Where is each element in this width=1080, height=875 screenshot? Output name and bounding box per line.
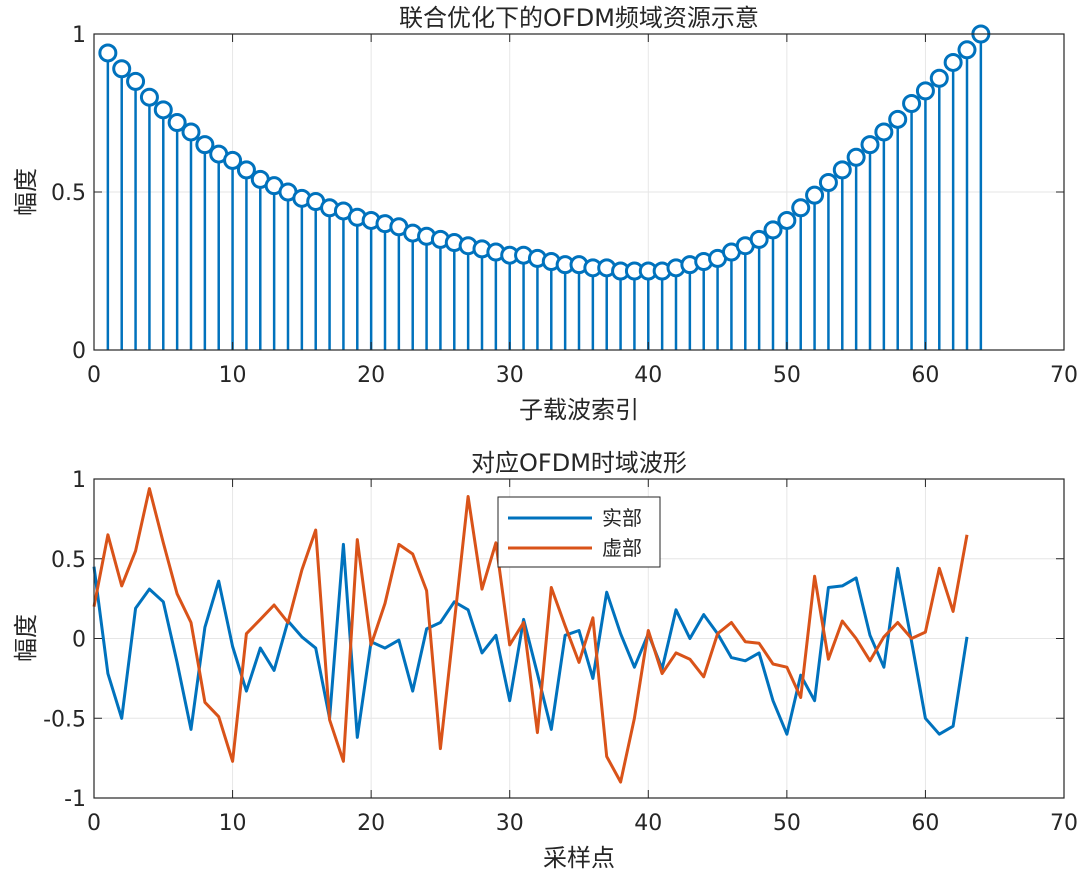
top-x-tick-label: 10 [219, 363, 247, 388]
bottom-y-ticks: -1 -0.5 0 0.5 1 [43, 468, 1064, 812]
bottom-x-tick-label: 70 [1050, 811, 1078, 836]
top-x-tick-label: 20 [357, 363, 385, 388]
stem-marker [139, 87, 159, 107]
bottom-x-tick-label: 40 [634, 811, 662, 836]
bottom-x-tick-label: 30 [496, 811, 524, 836]
bottom-axes: 0 10 20 30 40 50 60 70 -1 -0.5 0 0.5 1 对应OFDM时域波形 采… [12, 449, 1078, 872]
stem-marker [929, 68, 949, 88]
bottom-x-tick-label: 60 [911, 811, 939, 836]
legend: 实部 虚部 [497, 496, 661, 568]
bottom-y-axis-label: 幅度 [12, 614, 40, 662]
top-x-ticks: 0 10 20 30 40 50 60 70 [87, 34, 1078, 388]
stem-marker [818, 173, 838, 193]
stem-marker [749, 229, 769, 249]
stem-marker [126, 71, 146, 91]
top-x-tick-label: 30 [496, 363, 524, 388]
stem-marker [195, 135, 215, 155]
stem-marker [860, 135, 880, 155]
bottom-x-ticks: 0 10 20 30 40 50 60 70 [87, 479, 1078, 836]
series-line-real [92, 542, 969, 739]
stem-marker [791, 198, 811, 218]
stem-marker [888, 109, 908, 129]
top-chart-title: 联合优化下的OFDM频域资源示意 [399, 4, 759, 32]
stem-marker [915, 81, 935, 101]
top-x-axis-label: 子载波索引 [519, 396, 639, 424]
top-y-tick-label: 0.5 [51, 181, 86, 206]
bottom-y-tick-label: 0 [72, 628, 86, 653]
top-x-tick-label: 0 [87, 363, 101, 388]
bottom-x-axis-label: 采样点 [543, 844, 615, 872]
top-stem-series [98, 24, 991, 350]
top-y-tick-label: 1 [72, 23, 86, 48]
stem-marker [181, 122, 201, 142]
top-y-tick-label: 0 [72, 339, 86, 364]
stem-marker [153, 100, 173, 120]
stem-marker [943, 52, 963, 72]
stem-marker [763, 220, 783, 240]
top-x-tick-label: 60 [911, 363, 939, 388]
legend-label-real: 实部 [602, 506, 642, 530]
stem-marker [957, 40, 977, 60]
bottom-y-tick-label: 0.5 [51, 548, 86, 573]
top-axes: 0 10 20 30 40 50 60 70 00.51 联合优化下的OFDM频域资源示意 子… [12, 4, 1078, 424]
stem-marker [167, 112, 187, 132]
stem-marker [902, 94, 922, 114]
bottom-line-series [92, 487, 969, 784]
stem-marker [805, 185, 825, 205]
stem-marker [846, 147, 866, 167]
bottom-y-tick-label: -1 [64, 787, 86, 812]
legend-box [497, 496, 661, 568]
bottom-y-tick-label: -0.5 [43, 707, 86, 732]
legend-label-imag: 虚部 [602, 536, 642, 560]
stem-marker [236, 160, 256, 180]
stem-marker [874, 122, 894, 142]
top-y-axis-label: 幅度 [12, 168, 40, 216]
stem-marker [832, 160, 852, 180]
top-x-tick-label: 40 [634, 363, 662, 388]
top-x-tick-label: 70 [1050, 363, 1078, 388]
bottom-chart-title: 对应OFDM时域波形 [471, 449, 687, 477]
bottom-x-tick-label: 20 [357, 811, 385, 836]
series-line-imag [92, 487, 969, 784]
bottom-y-tick-label: 1 [72, 468, 86, 493]
stem-marker [223, 150, 243, 170]
top-y-ticks: 00.51 [51, 23, 1064, 364]
bottom-x-tick-label: 0 [87, 811, 101, 836]
top-x-tick-label: 50 [773, 363, 801, 388]
stem-marker [98, 43, 118, 63]
stem-marker [777, 210, 797, 230]
stem-marker [112, 59, 132, 79]
bottom-x-tick-label: 50 [773, 811, 801, 836]
bottom-x-tick-label: 10 [219, 811, 247, 836]
